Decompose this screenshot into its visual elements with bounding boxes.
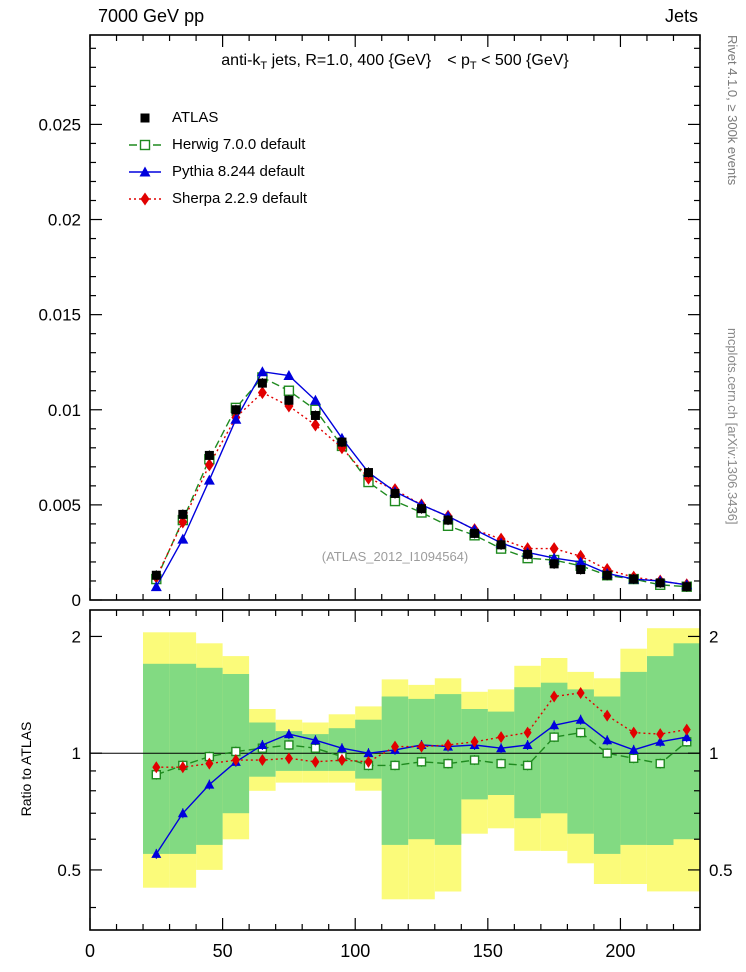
axis-tick-labels: 0 0.005 0.01 0.015 0.02 0.025 0.5 0.5 1 1 2 2 0 50 100…: [38, 115, 732, 961]
rivet-version-note: Rivet 4.1.0, ≥ 300k events: [725, 35, 740, 186]
legend-label: Sherpa 2.2.9 default: [172, 190, 308, 207]
svg-text:2: 2: [72, 627, 81, 646]
series-atlas: [151, 378, 692, 592]
ratio-series-sherpa: [152, 686, 691, 774]
pythia-marker-icon: [128, 164, 162, 180]
svg-text:2: 2: [709, 627, 718, 646]
svg-text:0.005: 0.005: [38, 496, 81, 515]
plot-title-text: anti-k: [221, 52, 261, 69]
svg-text:150: 150: [473, 941, 503, 961]
beam-energy-label: 7000 GeV pp: [98, 6, 205, 26]
axis-ticks: [89, 35, 701, 930]
sherpa-marker-icon: [128, 191, 162, 207]
svg-text:1: 1: [72, 744, 81, 763]
svg-text:0.5: 0.5: [57, 861, 81, 880]
band-inner: [143, 643, 700, 854]
svg-text:100: 100: [340, 941, 370, 961]
svg-text:0: 0: [72, 591, 81, 610]
plot-title-subscript: T: [260, 60, 268, 73]
svg-text:50: 50: [213, 941, 233, 961]
ratio-axis-label: Ratio to ATLAS: [18, 721, 34, 817]
ratio-frame: [89, 609, 701, 931]
svg-text:0.025: 0.025: [38, 115, 81, 134]
legend-label: Herwig 7.0.0 default: [172, 136, 306, 153]
svg-text:0.5: 0.5: [709, 861, 733, 880]
main-frame: [89, 34, 701, 601]
plot-title: anti-kT jets, R=1.0, 400 {GeV} < pT < 500…: [90, 52, 700, 72]
plot-title-subscript: T: [469, 60, 477, 73]
svg-text:0.02: 0.02: [48, 211, 81, 230]
legend-item-pythia: Pythia 8.244 default: [128, 158, 307, 185]
atlas-marker-icon: [128, 110, 162, 126]
svg-text:0.01: 0.01: [48, 401, 81, 420]
analysis-group-label: Jets: [664, 6, 698, 26]
svg-text:200: 200: [605, 941, 635, 961]
legend-item-sherpa: Sherpa 2.2.9 default: [128, 185, 307, 212]
legend-label: Pythia 8.244 default: [172, 163, 305, 180]
plot-title-text: jets, R=1.0, 400 {GeV}: [267, 52, 432, 69]
legend-label: ATLAS: [172, 109, 219, 126]
mcplots-arxiv-note: mcplots.cern.ch [arXiv:1306.3436]: [725, 328, 740, 525]
svg-text:0.015: 0.015: [38, 306, 81, 325]
series-sherpa: [151, 386, 692, 592]
legend-item-herwig: Herwig 7.0.0 default: [128, 131, 307, 158]
svg-text:1: 1: [709, 744, 718, 763]
svg-text:0: 0: [85, 941, 95, 961]
legend-item-atlas: ATLAS: [128, 104, 307, 131]
plot-title-text: < p: [447, 52, 470, 69]
plot-title-text: < 500 {GeV}: [476, 52, 569, 69]
herwig-marker-icon: [128, 137, 162, 153]
analysis-id-watermark: (ATLAS_2012_I1094564): [321, 549, 469, 564]
legend: ATLAS Herwig 7.0.0 default Pythia 8.244 …: [128, 104, 307, 212]
